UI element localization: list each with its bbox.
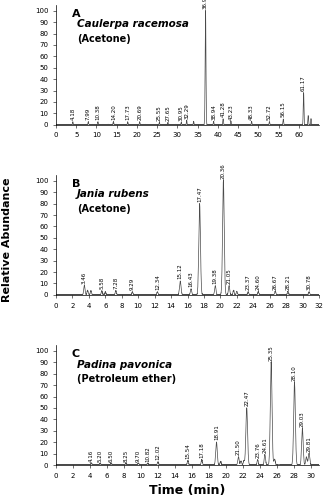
Text: 41.28: 41.28 [220, 102, 226, 117]
Text: 9.70: 9.70 [136, 450, 141, 462]
Text: 9.29: 9.29 [130, 278, 135, 290]
Text: 15.54: 15.54 [185, 444, 190, 460]
Text: 21.50: 21.50 [236, 440, 241, 456]
Text: 30.78: 30.78 [307, 274, 312, 290]
Text: 29.81: 29.81 [307, 436, 312, 452]
Text: 26.67: 26.67 [273, 274, 278, 290]
Text: 10.38: 10.38 [95, 104, 100, 120]
Text: 27.65: 27.65 [165, 105, 170, 121]
Text: Jania rubens: Jania rubens [77, 190, 150, 200]
Text: C: C [72, 349, 80, 359]
Text: 3.46: 3.46 [82, 272, 87, 284]
Text: 17.47: 17.47 [197, 186, 202, 202]
Text: 24.61: 24.61 [262, 438, 267, 453]
Text: A: A [72, 8, 80, 18]
X-axis label: Time (min): Time (min) [149, 484, 226, 497]
Text: 48.33: 48.33 [249, 104, 254, 120]
Text: 36.95: 36.95 [203, 0, 208, 9]
Text: 61.17: 61.17 [301, 76, 306, 91]
Text: 8.25: 8.25 [123, 450, 129, 462]
Text: 43.23: 43.23 [228, 104, 234, 120]
Text: 6.50: 6.50 [109, 450, 114, 462]
Text: 5.20: 5.20 [98, 450, 103, 462]
Text: 23.37: 23.37 [246, 274, 251, 290]
Text: (Petroleum ether): (Petroleum ether) [77, 374, 176, 384]
Text: 25.35: 25.35 [269, 345, 274, 360]
Text: 10.82: 10.82 [145, 446, 150, 462]
Text: 28.21: 28.21 [286, 274, 291, 290]
Text: 20.36: 20.36 [221, 164, 226, 179]
Text: 25.55: 25.55 [157, 105, 162, 121]
Text: 17.73: 17.73 [125, 104, 130, 120]
Text: 56.15: 56.15 [281, 102, 286, 117]
Text: 29.03: 29.03 [300, 411, 305, 427]
Text: 21.05: 21.05 [227, 268, 232, 284]
Text: 52.72: 52.72 [267, 104, 272, 120]
Text: 5.58: 5.58 [99, 277, 104, 289]
Text: 7.99: 7.99 [86, 108, 91, 120]
Text: B: B [72, 178, 80, 188]
Text: 7.28: 7.28 [113, 277, 118, 289]
Text: 16.43: 16.43 [189, 272, 193, 287]
Text: 28.10: 28.10 [292, 366, 297, 381]
Text: 20.69: 20.69 [137, 104, 142, 120]
Text: 38.94: 38.94 [211, 104, 216, 120]
Text: 4.18: 4.18 [70, 108, 75, 120]
Text: 23.76: 23.76 [255, 442, 260, 458]
Text: (Acetone): (Acetone) [77, 34, 131, 44]
Text: 4.16: 4.16 [89, 450, 94, 462]
Text: 30.95: 30.95 [179, 105, 184, 121]
Text: Relative Abundance: Relative Abundance [2, 178, 12, 302]
Text: 17.18: 17.18 [199, 442, 204, 458]
Text: (Acetone): (Acetone) [77, 204, 131, 214]
Text: 14.20: 14.20 [111, 104, 116, 120]
Text: 12.34: 12.34 [155, 274, 160, 290]
Text: 19.38: 19.38 [213, 268, 218, 284]
Text: 18.91: 18.91 [214, 424, 219, 440]
Text: 15.12: 15.12 [178, 264, 183, 280]
Text: Padina pavonica: Padina pavonica [77, 360, 172, 370]
Text: 32.29: 32.29 [184, 103, 189, 118]
Text: 24.60: 24.60 [256, 274, 261, 290]
Text: 22.47: 22.47 [244, 390, 249, 406]
Text: 12.02: 12.02 [156, 444, 161, 460]
Text: Caulerpa racemosa: Caulerpa racemosa [77, 20, 189, 30]
